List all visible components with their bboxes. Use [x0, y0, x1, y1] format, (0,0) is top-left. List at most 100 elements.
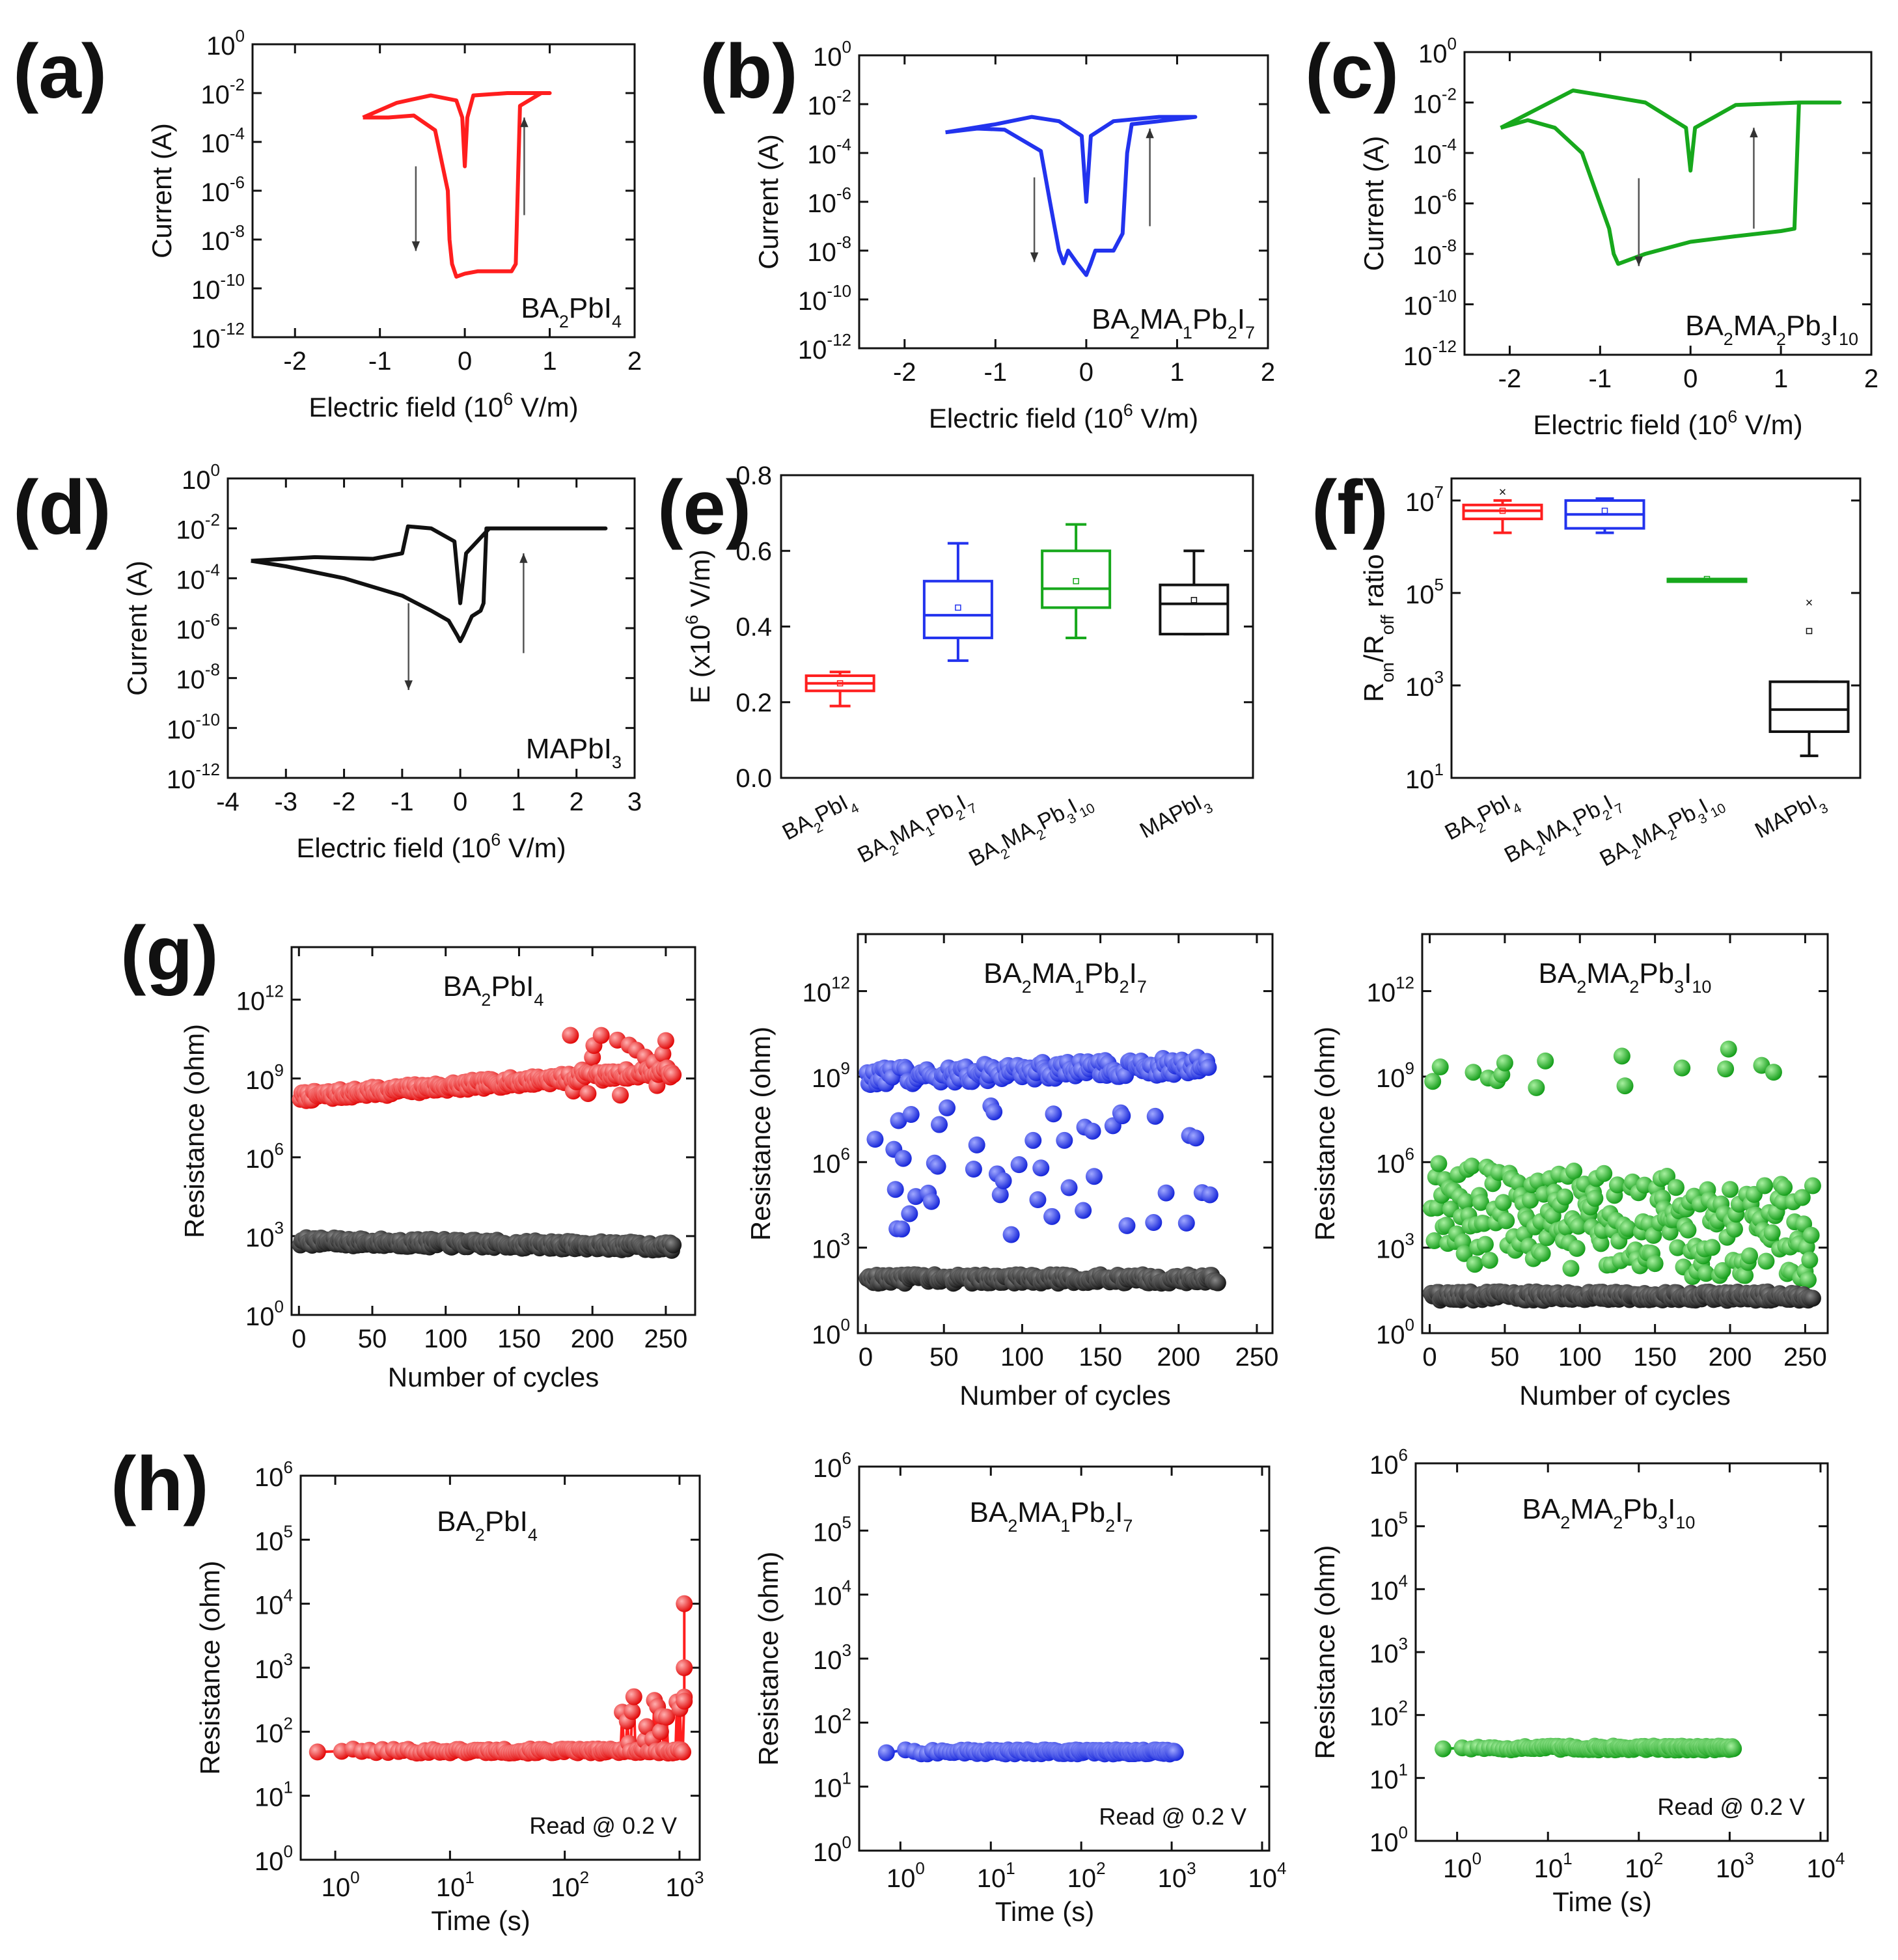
x-tick-label: 200	[1709, 1343, 1752, 1372]
y-tick-label: 10-8	[200, 221, 245, 256]
y-axis-label: Resistance (ohm)	[179, 1024, 210, 1238]
chart-g2: 0 50 100 150 200 250 100 103 106 109 1012 BA2MA1Pb2…	[745, 933, 1278, 1411]
data-point	[1200, 1058, 1217, 1076]
data-point	[887, 1181, 904, 1198]
y-tick-label: 10-10	[798, 281, 851, 316]
chart-g3: 0 50 100 150 200 250 100 103 106 109 1012 BA2MA2Pb3…	[1310, 933, 1829, 1411]
y-tick-label: 109	[245, 1060, 284, 1095]
y-tick-label: 106	[813, 1448, 851, 1483]
y-tick-label: 106	[1376, 1144, 1414, 1178]
x-tick-label: 101	[1534, 1849, 1573, 1883]
data-point	[1177, 1214, 1195, 1232]
y-tick-label: 10-2	[176, 510, 220, 545]
x-tick-label: -4	[216, 788, 240, 816]
data-point	[866, 1131, 884, 1148]
data-point	[1595, 1165, 1613, 1182]
data-point	[592, 1027, 610, 1044]
data-point	[1157, 1184, 1175, 1202]
y-tick-label: 100	[812, 1315, 850, 1349]
x-axis-label: Number of cycles	[959, 1380, 1170, 1411]
x-axis-label: Electric field (106 V/m)	[929, 400, 1198, 434]
series-HRS	[859, 1049, 1218, 1243]
x-tick-label: 2	[1864, 365, 1878, 393]
y-axis-label: Resistance (ohm)	[745, 1027, 776, 1241]
plot-frame	[857, 933, 1274, 1334]
chart-c: -2 -1 0 1 2 100 10-2 10-4 10-6 10-8 10-10 10-12 BA2M…	[1358, 34, 1878, 440]
data-point	[309, 1743, 326, 1761]
data-point	[652, 1723, 669, 1741]
x-tick-label: 100	[1558, 1343, 1602, 1372]
x-axis-label: Time (s)	[1552, 1886, 1651, 1917]
data-point	[902, 1106, 920, 1124]
data-point	[1756, 1177, 1774, 1194]
panel-label-g: (g)	[120, 911, 219, 997]
y-tick-label: 106	[1369, 1445, 1408, 1480]
x-tick-label: 100	[1443, 1849, 1481, 1883]
data-point	[1714, 1262, 1731, 1279]
y-axis-label: Ron/Roff ratio	[1358, 554, 1397, 702]
data-point	[1431, 1058, 1449, 1076]
y-tick-label: 10-10	[167, 710, 220, 744]
data-point	[1793, 1189, 1811, 1206]
box-body	[1041, 549, 1112, 609]
data-point	[579, 1084, 597, 1102]
y-tick-label: 10-4	[200, 124, 245, 158]
y-tick-label: 10-4	[1412, 135, 1457, 169]
y-axis-label: Resistance (ohm)	[753, 1551, 784, 1765]
y-tick-label: 10-6	[200, 173, 245, 207]
data-point	[1481, 1252, 1498, 1269]
data-point	[1737, 1267, 1754, 1284]
y-tick-label: 0.2	[736, 689, 772, 717]
chart-h2: 100 101 102 103 104 100 101 102 103 104 105 106 BA2M…	[753, 1448, 1286, 1927]
chart-h3: 100 101 102 103 104 100 101 102 103 104 105 106 BA2M…	[1310, 1445, 1845, 1917]
data-point	[1619, 1220, 1637, 1237]
iv-curve	[362, 91, 552, 279]
y-axis-label: Current (A)	[122, 560, 152, 696]
data-point	[901, 1205, 918, 1222]
panel-label-h: (h)	[111, 1441, 209, 1527]
data-point	[1534, 1245, 1551, 1262]
data-point	[1722, 1181, 1739, 1198]
y-tick-label: 106	[245, 1139, 284, 1174]
data-point	[939, 1099, 956, 1116]
sweep-arrow-head	[1146, 128, 1154, 139]
box-mean	[1601, 507, 1608, 514]
data-point	[1475, 1215, 1492, 1232]
data-point	[1800, 1271, 1817, 1289]
y-tick-label: 101	[813, 1769, 851, 1803]
data-point	[1002, 1226, 1020, 1243]
data-point	[1569, 1217, 1587, 1235]
series-HRS	[292, 1027, 682, 1109]
sweep-arrow-head	[1750, 128, 1758, 137]
x-tick-label: 50	[929, 1343, 959, 1372]
plot-frame	[290, 946, 696, 1316]
y-axis-label: Current (A)	[753, 134, 784, 269]
panel-label-c: (c)	[1305, 29, 1399, 115]
data-point	[1673, 1059, 1691, 1077]
x-tick-label: 104	[1248, 1858, 1287, 1893]
panel-label-a: (a)	[13, 29, 107, 115]
x-tick-label: 200	[1157, 1343, 1200, 1372]
data-point	[1537, 1052, 1554, 1070]
data-point	[1804, 1290, 1821, 1307]
y-tick-label: 103	[813, 1640, 851, 1675]
data-point	[1424, 1073, 1442, 1090]
y-tick-label: 10-12	[1403, 337, 1457, 371]
box-BA2PbI4	[805, 670, 875, 708]
y-tick-label: 10-2	[200, 75, 245, 109]
x-tick-label: 2	[1261, 358, 1275, 387]
y-tick-label: 100	[1369, 1823, 1408, 1857]
y-tick-label: 105	[1405, 575, 1444, 609]
data-point	[1084, 1122, 1101, 1140]
x-tick-label: 101	[977, 1858, 1015, 1893]
series-LRS	[1422, 1283, 1821, 1309]
data-point	[1726, 1221, 1743, 1238]
y-tick-label: 100	[206, 26, 245, 61]
y-tick-label: 106	[812, 1144, 850, 1178]
data-point	[1613, 1047, 1630, 1065]
data-point	[1435, 1740, 1452, 1758]
y-tick-label: 0.6	[736, 537, 772, 566]
y-tick-label: 100	[1376, 1315, 1414, 1349]
data-point	[654, 1045, 672, 1063]
